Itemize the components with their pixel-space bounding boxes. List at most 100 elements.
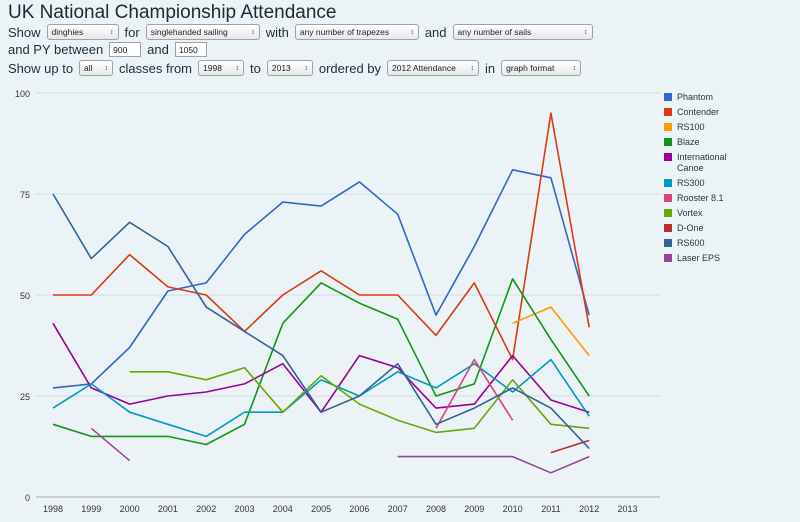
series-line-rs300[interactable] xyxy=(52,358,590,438)
legend-item-blaze[interactable]: Blaze xyxy=(664,137,800,148)
attendance-line-chart: 0 25 50 75 100 1998 1999 2000 2001 2002 2003 2004 20… xyxy=(15,89,660,514)
legend-label: D-One xyxy=(677,223,704,233)
for-label: for xyxy=(124,24,140,40)
legend-label: Rooster 8.1 xyxy=(677,193,724,203)
show-label: Show xyxy=(8,24,41,40)
x-tick-label: 1999 xyxy=(81,504,101,514)
series-line-laser-eps[interactable] xyxy=(397,455,590,474)
x-tick-label: 2009 xyxy=(464,504,484,514)
legend-item-laser-eps[interactable]: Laser EPS xyxy=(664,253,800,264)
legend-swatch xyxy=(664,93,672,101)
legend-item-international-canoe[interactable]: International Canoe xyxy=(664,152,800,174)
order-value: 2012 Attendance xyxy=(392,63,456,73)
and-label: and xyxy=(424,24,447,40)
y-tick-label: 0 xyxy=(25,493,30,503)
legend-label: International Canoe xyxy=(677,152,727,173)
filter-row-3: Show up to all ↕ classes from 1998 ↕ to 20… xyxy=(8,60,582,76)
boat-type-select[interactable]: dinghies ↕ xyxy=(46,24,119,40)
py-between-label: and PY between xyxy=(8,42,104,57)
legend-item-rs300[interactable]: RS300 xyxy=(664,178,800,189)
x-tick-label: 2000 xyxy=(120,504,140,514)
py-max-input[interactable]: 1050 xyxy=(174,42,207,57)
updown-arrow-icon: ↕ xyxy=(304,64,308,72)
sails-value: any number of sails xyxy=(457,27,532,37)
trapezes-value: any number of trapezes xyxy=(299,27,390,37)
series-line-blaze[interactable] xyxy=(52,277,590,446)
with-label: with xyxy=(265,24,289,40)
y-tick-label: 25 xyxy=(20,392,30,402)
series-line-rs600[interactable] xyxy=(52,193,590,450)
py-and-label: and xyxy=(147,42,169,57)
x-tick-label: 2008 xyxy=(426,504,446,514)
updown-arrow-icon: ↕ xyxy=(572,64,577,72)
y-tick-label: 75 xyxy=(20,190,30,200)
sailing-type-select[interactable]: singlehanded sailing ↕ xyxy=(145,24,260,40)
legend-item-contender[interactable]: Contender xyxy=(664,107,800,118)
filter-row-2: and PY between 900 and 1050 xyxy=(8,42,207,57)
show-up-to-label: Show up to xyxy=(8,60,74,76)
series-line-contender[interactable] xyxy=(53,112,590,361)
legend-swatch xyxy=(664,224,672,232)
legend-item-vortex[interactable]: Vortex xyxy=(664,208,800,219)
legend-swatch xyxy=(664,123,672,131)
legend-label: Vortex xyxy=(677,208,703,218)
legend-swatch xyxy=(664,108,672,116)
series-line-vortex[interactable] xyxy=(129,366,590,434)
format-select[interactable]: graph format ↕ xyxy=(501,60,582,76)
legend-item-rs600[interactable]: RS600 xyxy=(664,238,800,249)
series-line-laser-eps[interactable] xyxy=(90,427,131,462)
legend-swatch xyxy=(664,239,672,247)
updown-arrow-icon: ↕ xyxy=(470,64,475,72)
legend-item-phantom[interactable]: Phantom xyxy=(664,92,800,103)
x-tick-label: 2011 xyxy=(541,504,560,514)
updown-arrow-icon: ↕ xyxy=(104,64,109,72)
from-year-select[interactable]: 1998 ↕ xyxy=(198,60,245,76)
legend-item-d-one[interactable]: D-One xyxy=(664,223,800,234)
trapezes-select[interactable]: any number of trapezes ↕ xyxy=(294,24,419,40)
x-tick-label: 2010 xyxy=(503,504,523,514)
legend-swatch xyxy=(664,194,672,202)
format-value: graph format xyxy=(506,63,555,73)
to-label: to xyxy=(250,60,261,76)
py-min-input[interactable]: 900 xyxy=(109,42,142,57)
legend-item-rs100[interactable]: RS100 xyxy=(664,122,800,133)
updown-arrow-icon: ↕ xyxy=(110,28,114,36)
order-select[interactable]: 2012 Attendance ↕ xyxy=(387,60,480,76)
x-tick-label: 2002 xyxy=(196,504,216,514)
to-year-value: 2013 xyxy=(271,63,291,73)
legend-swatch xyxy=(664,179,672,187)
x-tick-label: 2004 xyxy=(273,504,293,514)
legend-label: Blaze xyxy=(677,137,700,147)
legend-swatch xyxy=(664,138,672,146)
updown-arrow-icon: ↕ xyxy=(235,64,240,72)
chart-legend: Phantom Contender RS100 Blaze International … xyxy=(664,92,800,268)
legend-swatch xyxy=(664,209,672,217)
y-tick-label: 100 xyxy=(15,89,30,99)
ordered-by-label: ordered by xyxy=(318,60,382,76)
legend-label: Contender xyxy=(677,107,720,117)
sailing-type-value: singlehanded sailing xyxy=(150,27,228,37)
legend-item-rooster-8-1[interactable]: Rooster 8.1 xyxy=(664,193,800,204)
legend-swatch xyxy=(664,254,672,262)
classes-from-label: classes from xyxy=(119,60,193,76)
x-tick-label: 2001 xyxy=(158,504,178,514)
filter-row-1: Show dinghies ↕ for singlehanded sailing ↕… xyxy=(8,24,593,40)
x-tick-label: 2003 xyxy=(234,504,254,514)
series-line-international-canoe[interactable] xyxy=(52,322,590,414)
legend-swatch xyxy=(664,153,672,161)
sails-select[interactable]: any number of sails ↕ xyxy=(452,24,593,40)
series-line-rs100[interactable] xyxy=(512,306,590,357)
x-tick-label: 1998 xyxy=(43,504,63,514)
page-title: UK National Championship Attendance xyxy=(8,2,337,23)
x-tick-label: 2006 xyxy=(349,504,369,514)
x-tick-label: 2013 xyxy=(617,504,637,514)
y-tick-label: 50 xyxy=(20,291,30,301)
series-line-rooster-8-1[interactable] xyxy=(435,358,514,429)
class-count-select[interactable]: all ↕ xyxy=(79,60,114,76)
series-line-phantom[interactable] xyxy=(52,169,590,389)
legend-label: RS600 xyxy=(677,238,705,248)
to-year-select[interactable]: 2013 ↕ xyxy=(266,60,313,76)
class-count-value: all xyxy=(84,63,93,73)
boat-type-value: dinghies xyxy=(51,27,84,37)
legend-label: RS300 xyxy=(677,178,705,188)
